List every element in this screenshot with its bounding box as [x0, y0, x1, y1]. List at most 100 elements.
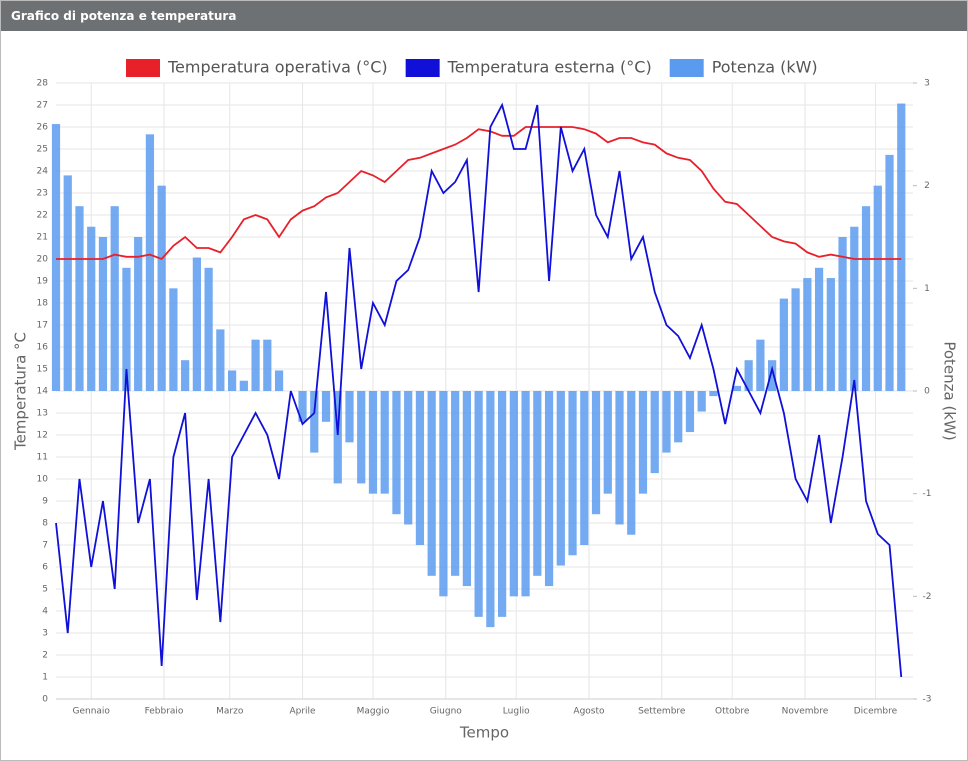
bar	[861, 206, 871, 391]
bar	[263, 339, 272, 391]
x-tick-label: Novembre	[782, 707, 829, 717]
x-tick-label: Marzo	[216, 707, 244, 717]
y-tick-label: 16	[37, 343, 49, 353]
bar	[662, 391, 671, 453]
bar	[145, 134, 155, 391]
bar	[568, 391, 577, 556]
bar	[650, 391, 659, 474]
y2-tick-label: 2	[924, 181, 930, 191]
bar	[392, 391, 401, 515]
y-tick-label: 2	[42, 651, 48, 661]
bar	[674, 391, 683, 443]
panel-title: Grafico di potenza e temperatura	[1, 1, 967, 31]
bar	[157, 185, 166, 391]
legend-label: Temperatura operativa (°C)	[167, 58, 388, 77]
y-axis-title: Temperatura °C	[12, 332, 30, 451]
bar	[122, 267, 131, 391]
bar	[75, 206, 84, 391]
legend-swatch	[405, 59, 440, 77]
bar	[415, 391, 425, 545]
y-tick-label: 10	[37, 475, 49, 485]
y-tick-label: 8	[42, 519, 48, 529]
bar	[439, 391, 448, 597]
y2-tick-label: -1	[923, 489, 932, 499]
y-tick-label: 24	[37, 167, 49, 177]
bar	[274, 370, 284, 391]
x-tick-label: Dicembre	[854, 707, 898, 717]
y-tick-label: 0	[42, 695, 48, 705]
y-tick-label: 25	[37, 145, 48, 155]
bar	[779, 298, 788, 391]
y2-tick-label: 1	[924, 284, 930, 294]
x-tick-label: Ottobre	[715, 707, 750, 717]
bar	[685, 391, 695, 433]
bar	[298, 391, 307, 422]
bar	[814, 267, 824, 391]
x-tick-label: Agosto	[573, 707, 605, 717]
bar	[239, 380, 248, 391]
bar	[333, 391, 342, 484]
bar	[227, 370, 237, 391]
bar	[591, 391, 601, 515]
chart: 0123456789101112131415161718192021222324…	[12, 58, 959, 742]
y-tick-label: 27	[37, 101, 48, 111]
x-tick-label: Aprile	[289, 707, 316, 717]
y-tick-label: 4	[42, 607, 48, 617]
y-tick-label: 28	[37, 79, 49, 89]
bar	[345, 391, 354, 443]
legend-swatch	[126, 59, 160, 77]
bar	[544, 391, 554, 587]
bar	[826, 278, 835, 391]
bar	[98, 237, 108, 391]
y-tick-label: 9	[42, 497, 48, 507]
y-tick-label: 3	[42, 629, 48, 639]
x-tick-label: Maggio	[357, 707, 390, 717]
bar	[368, 391, 378, 494]
bar	[709, 391, 718, 397]
y-tick-label: 7	[42, 541, 48, 551]
legend-label: Potenza (kW)	[712, 58, 818, 77]
line	[55, 102, 903, 678]
bar	[580, 391, 589, 545]
legend-label: Temperatura esterna (°C)	[447, 58, 652, 77]
bar	[181, 360, 190, 391]
bar	[768, 360, 777, 391]
bar	[63, 175, 72, 391]
y2-tick-label: -2	[923, 592, 932, 602]
y-tick-label: 11	[37, 453, 48, 463]
bar	[87, 226, 96, 391]
y2-tick-label: -3	[923, 695, 932, 705]
y-tick-label: 14	[37, 387, 49, 397]
bar	[838, 237, 847, 391]
bar	[744, 360, 753, 391]
line	[56, 126, 902, 261]
y-tick-label: 5	[42, 585, 48, 595]
bar	[486, 391, 495, 628]
x-tick-label: Settembre	[638, 707, 686, 717]
x-tick-label: Luglio	[503, 707, 530, 717]
bar	[803, 278, 812, 391]
bar	[756, 339, 765, 391]
bar	[357, 391, 366, 484]
bar	[110, 206, 119, 391]
bar	[204, 267, 213, 391]
bar	[321, 391, 331, 422]
bar	[310, 391, 319, 453]
legend-swatch	[669, 59, 704, 77]
bar	[51, 124, 61, 392]
bar	[603, 391, 612, 494]
bar	[791, 288, 800, 391]
bar	[533, 391, 542, 576]
bar	[462, 391, 471, 587]
y-tick-label: 1	[42, 673, 48, 683]
y2-axis-title: Potenza (kW)	[941, 341, 959, 440]
y-tick-label: 21	[37, 233, 48, 243]
y-tick-label: 15	[37, 365, 48, 375]
bar	[251, 339, 260, 391]
bar	[380, 391, 389, 494]
bar	[427, 391, 436, 576]
bar	[873, 185, 882, 391]
bar	[850, 226, 859, 391]
y-tick-label: 19	[37, 277, 49, 287]
y-tick-label: 26	[37, 123, 49, 133]
